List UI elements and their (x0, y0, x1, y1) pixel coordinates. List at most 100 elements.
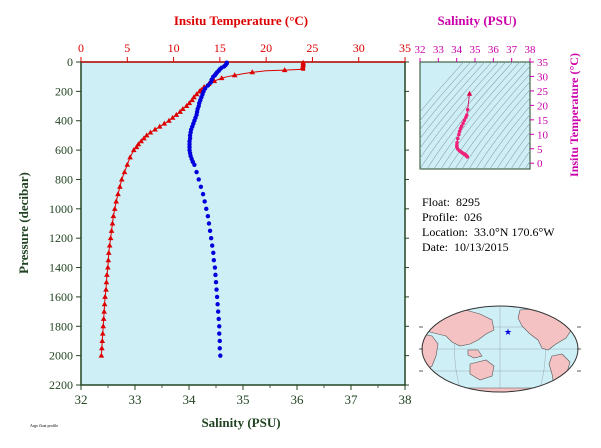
temperature-point (107, 235, 114, 241)
density-contours (420, 62, 530, 169)
density-contour (433, 62, 521, 169)
density-contour (447, 65, 530, 169)
temperature-tick-label: 20 (260, 41, 272, 55)
salinity-point (194, 169, 199, 175)
temperature-tick-label: 0 (78, 41, 84, 55)
pressure-tick-label: 1800 (49, 319, 73, 333)
salinity-point (213, 280, 219, 285)
temperature-point (152, 126, 158, 132)
pressure-tick-label: 1200 (49, 231, 73, 245)
temperature-point (105, 249, 112, 255)
pressure-axis-title: Pressure (decibar) (16, 172, 31, 274)
salinity-point (198, 184, 204, 189)
density-contour (482, 105, 530, 169)
footnote: Argo float profile (30, 423, 59, 428)
temperature-point (117, 183, 123, 189)
ts-point (462, 118, 467, 123)
temperature-point (196, 88, 203, 94)
temperature-point (108, 227, 115, 233)
ts-temperature-axis-title: Insitu Temperature (°C) (567, 53, 581, 177)
temperature-point (99, 337, 106, 343)
pressure-tick-label: 1600 (49, 290, 73, 304)
salinity-point (217, 346, 222, 351)
salinity-point (215, 309, 221, 314)
ts-salinity-tick-label: 32 (415, 44, 426, 56)
temperature-point (218, 75, 225, 81)
temperature-point (103, 279, 110, 285)
density-contour (510, 140, 530, 169)
pressure-tick-label: 800 (55, 172, 73, 186)
ts-salinity-tick-label: 36 (488, 44, 500, 56)
temperature-point (124, 161, 131, 167)
map-edge-ticks (419, 326, 581, 372)
density-contour (517, 150, 530, 169)
ts-temperature-tick-label: 5 (537, 144, 543, 156)
temperature-point (113, 198, 119, 204)
temperature-point (101, 301, 108, 307)
salinity-point (215, 302, 220, 307)
temperature-point (127, 154, 133, 160)
temperature-point (183, 103, 190, 109)
temperature-tick-label: 15 (214, 41, 226, 55)
ts-point (466, 90, 473, 96)
temperature-point (138, 138, 144, 144)
ts-point (465, 107, 470, 112)
australia-landmass (469, 359, 495, 381)
ts-salinity-tick-label: 37 (506, 44, 518, 56)
density-contour (420, 62, 479, 130)
salinity-tick-label: 37 (345, 392, 359, 407)
temperature-tick-label: 35 (399, 41, 411, 55)
ts-temperature-tick-label: 30 (537, 71, 549, 83)
temperature-point (110, 213, 117, 219)
density-contour (420, 62, 465, 113)
salinity-tick-label: 35 (237, 392, 250, 407)
density-contour (420, 62, 493, 149)
main-plot-background (80, 61, 406, 386)
density-contour (496, 122, 530, 169)
location-value: 33.0°N 170.6°W (473, 225, 555, 239)
pressure-tick-label: 200 (55, 84, 73, 98)
density-contour (489, 114, 530, 169)
ts-contour-group (420, 62, 530, 169)
salinity-point (211, 258, 217, 263)
density-contour (440, 62, 528, 169)
location-row: Location: 33.0°N 170.6°W (422, 225, 555, 240)
ts-salinity-tick-label: 33 (433, 44, 445, 56)
density-contour (420, 62, 486, 140)
salinity-series (187, 60, 229, 358)
ts-plot-background (419, 61, 531, 170)
temperature-point (193, 91, 200, 97)
temperature-point (173, 111, 180, 117)
temperature-point (161, 120, 168, 126)
temperature-point (121, 169, 128, 175)
float-location-marker: ★ (504, 327, 512, 337)
main-profile-plot: 0 5 10 15 20 25 30 35 32 33 34 35 36 37 38 0 200 400 600… (16, 13, 412, 430)
salinity-point (192, 162, 197, 167)
temperature-point (156, 123, 163, 129)
salinity-point (204, 206, 209, 212)
salinity-point (210, 243, 215, 248)
salinity-point (202, 199, 207, 204)
density-contour (420, 62, 500, 159)
temperature-point (111, 205, 118, 211)
location-label: Location: (422, 225, 468, 239)
temperature-point (101, 308, 107, 314)
temperature-point (105, 257, 112, 263)
ts-point (455, 140, 459, 145)
salinity-point (212, 265, 218, 270)
float-info-panel: Float: 8295 Profile: 026 Location: 33.0°… (422, 195, 555, 255)
temperature-point (143, 132, 150, 138)
salinity-point (200, 191, 206, 197)
temperature-point (109, 220, 116, 226)
temperature-point (99, 330, 106, 336)
salinity-point (217, 331, 222, 336)
ts-point (461, 121, 465, 126)
temperature-point (186, 100, 193, 106)
ts-temperature-tick-label: 15 (537, 115, 549, 127)
temperature-point (106, 242, 113, 248)
salinity-point (205, 83, 211, 88)
antarctica-landmass (439, 387, 561, 392)
ts-temperature-tick-label: 35 (537, 57, 549, 69)
temperature-point (169, 114, 176, 120)
